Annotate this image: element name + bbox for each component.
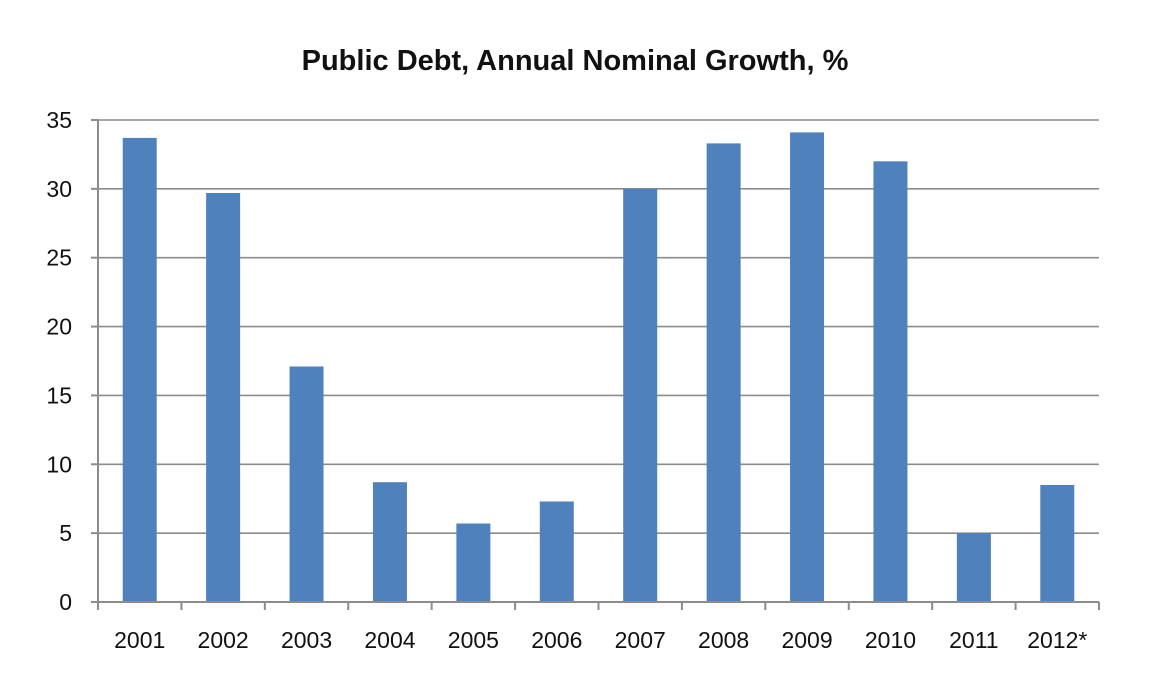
y-tick-label: 15 — [46, 382, 72, 408]
bar-2006 — [539, 501, 574, 602]
bar-2001 — [122, 137, 157, 602]
x-tick-label: 2010 — [865, 627, 916, 653]
chart-title: Public Debt, Annual Nominal Growth, % — [302, 45, 849, 77]
y-tick-label: 10 — [46, 451, 72, 477]
bar-2007 — [623, 188, 658, 602]
x-tick-label: 2002 — [198, 627, 249, 653]
bar-2005 — [456, 523, 491, 602]
x-tick-label: 2011 — [949, 627, 998, 653]
bar-2003 — [289, 366, 324, 602]
x-tick-label: 2012* — [1027, 627, 1087, 653]
bar-2004 — [372, 482, 407, 602]
bar-2012* — [1040, 484, 1075, 602]
axes — [91, 119, 1100, 610]
x-tick-label: 2003 — [281, 627, 332, 653]
y-tick-label: 0 — [59, 589, 72, 615]
x-tick-label: 2008 — [698, 627, 749, 653]
y-tick-label: 5 — [59, 520, 72, 546]
x-tick-label: 2005 — [448, 627, 499, 653]
tick-labels: 0 5 10 15 20 25 30 35 2001 2002 2003 2004 2005 2006 20… — [46, 107, 1087, 653]
y-tick-label: 25 — [46, 245, 72, 271]
x-tick-label: 2004 — [364, 627, 415, 653]
y-tick-label: 20 — [46, 314, 72, 340]
y-tick-label: 30 — [46, 176, 72, 202]
y-tick-label: 35 — [46, 107, 72, 133]
bar-2009 — [790, 132, 825, 602]
bars — [122, 132, 1075, 603]
bar-2010 — [873, 161, 908, 603]
x-tick-label: 2009 — [781, 627, 832, 653]
bar-2008 — [706, 143, 741, 602]
x-tick-label: 2006 — [531, 627, 582, 653]
bar-2011 — [956, 533, 991, 602]
x-tick-label: 2007 — [615, 627, 666, 653]
x-tick-label: 2001 — [114, 627, 165, 653]
bar-2002 — [206, 192, 241, 602]
gridlines — [98, 119, 1099, 534]
